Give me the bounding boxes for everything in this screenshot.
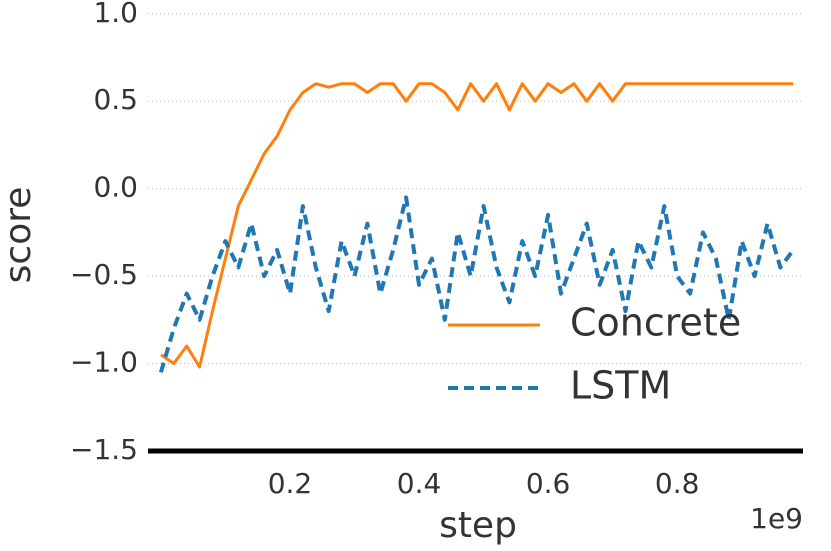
- x-tick-label: 0.4: [397, 467, 442, 500]
- y-tick-label: −1.0: [70, 346, 138, 379]
- legend-label: Concrete: [570, 301, 741, 345]
- x-axis-label: step: [439, 505, 517, 546]
- x-tick-label: 0.2: [268, 467, 313, 500]
- legend-label: LSTM: [570, 364, 671, 408]
- y-tick-label: 0.0: [93, 171, 138, 204]
- x-tick-label: 0.6: [526, 467, 571, 500]
- series-line: [160, 82, 794, 369]
- y-tick-label: −1.5: [70, 433, 138, 466]
- x-offset-label: 1e9: [750, 502, 803, 535]
- y-tick-label: 0.5: [93, 83, 138, 116]
- y-axis-label: score: [0, 187, 39, 284]
- x-tick-label: 0.8: [655, 467, 700, 500]
- y-tick-label: −0.5: [70, 258, 138, 291]
- series-line: [158, 195, 795, 373]
- y-tick-label: 1.0: [93, 0, 138, 29]
